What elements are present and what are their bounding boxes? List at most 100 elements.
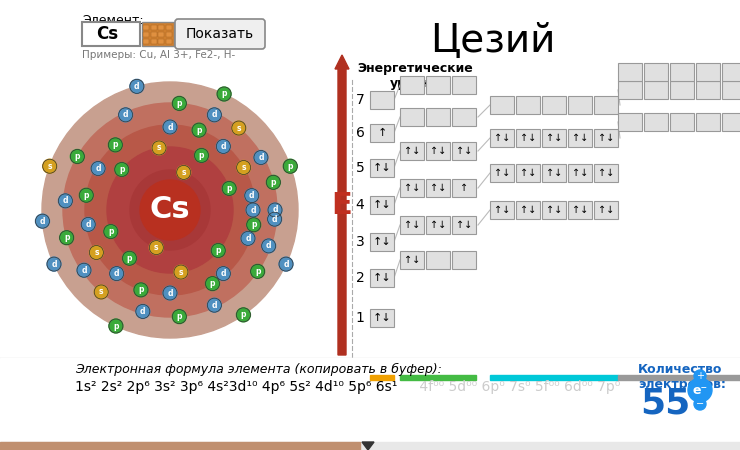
- Circle shape: [216, 140, 230, 153]
- Text: d: d: [266, 241, 272, 250]
- Text: ↑↓: ↑↓: [404, 183, 420, 193]
- Bar: [516, 201, 540, 219]
- Bar: [143, 32, 149, 37]
- Text: Электронная формула элемента (копировать в буфер):: Электронная формула элемента (копировать…: [75, 363, 442, 376]
- Circle shape: [222, 181, 236, 195]
- Text: ↑↓: ↑↓: [373, 237, 391, 247]
- Circle shape: [262, 239, 276, 253]
- Bar: [150, 24, 156, 30]
- Text: d: d: [114, 269, 119, 278]
- Text: s: s: [157, 144, 161, 153]
- Bar: [0, 442, 740, 450]
- Bar: [400, 251, 424, 269]
- Text: p: p: [251, 220, 257, 229]
- Text: s: s: [94, 248, 98, 257]
- Text: Показать: Показать: [186, 27, 254, 41]
- Bar: [158, 32, 164, 37]
- Circle shape: [152, 141, 166, 155]
- Bar: [490, 129, 514, 147]
- Circle shape: [123, 251, 136, 265]
- Bar: [452, 108, 476, 126]
- Circle shape: [245, 189, 259, 202]
- Text: d: d: [249, 191, 255, 200]
- Text: d: d: [212, 110, 217, 119]
- Bar: [490, 96, 514, 114]
- Text: p: p: [209, 279, 215, 288]
- Bar: [370, 233, 394, 251]
- Bar: [0, 358, 740, 450]
- Bar: [452, 142, 476, 160]
- Circle shape: [36, 214, 50, 228]
- Circle shape: [130, 79, 144, 93]
- Text: ↑↓: ↑↓: [546, 133, 562, 143]
- Text: s: s: [181, 168, 186, 177]
- Text: d: d: [258, 153, 263, 162]
- Bar: [142, 22, 174, 46]
- Bar: [370, 91, 394, 109]
- Bar: [370, 375, 394, 380]
- Text: d: d: [134, 82, 140, 91]
- Text: p: p: [434, 386, 442, 399]
- Circle shape: [42, 82, 298, 338]
- Text: ↑↓: ↑↓: [404, 255, 420, 265]
- Text: p: p: [113, 321, 118, 330]
- Text: p: p: [119, 165, 124, 174]
- Text: d: d: [51, 260, 57, 269]
- Circle shape: [236, 308, 250, 322]
- Circle shape: [110, 266, 124, 281]
- Text: p: p: [112, 140, 118, 149]
- Bar: [696, 113, 720, 131]
- Text: p: p: [199, 151, 204, 160]
- Bar: [166, 24, 172, 30]
- Text: d: d: [245, 234, 251, 243]
- Bar: [542, 96, 566, 114]
- Text: Орбиталы: Орбиталы: [514, 396, 595, 410]
- FancyBboxPatch shape: [175, 19, 265, 49]
- Text: ↑↓: ↑↓: [598, 133, 614, 143]
- Text: p: p: [271, 178, 276, 187]
- Text: Примеры: Cu, Al 3+, Fe2-, H-: Примеры: Cu, Al 3+, Fe2-, H-: [82, 50, 235, 60]
- Text: 2: 2: [356, 271, 364, 285]
- Circle shape: [60, 231, 74, 245]
- Bar: [400, 76, 424, 94]
- Circle shape: [694, 398, 706, 410]
- Text: p: p: [108, 227, 113, 236]
- Bar: [568, 201, 592, 219]
- Text: p: p: [196, 126, 202, 135]
- Text: ↑↓: ↑↓: [546, 205, 562, 215]
- Circle shape: [107, 147, 233, 273]
- Bar: [516, 96, 540, 114]
- Text: 7: 7: [356, 93, 364, 107]
- Text: ↑↓: ↑↓: [430, 146, 446, 156]
- Text: 4: 4: [356, 198, 364, 212]
- Circle shape: [81, 217, 95, 231]
- Text: p: p: [138, 285, 144, 294]
- Text: p: p: [240, 310, 246, 320]
- Text: ↑↓: ↑↓: [494, 205, 510, 215]
- Bar: [400, 108, 424, 126]
- Circle shape: [694, 370, 706, 382]
- Bar: [696, 63, 720, 81]
- Bar: [82, 22, 140, 46]
- Bar: [166, 32, 172, 37]
- Circle shape: [79, 188, 93, 202]
- Bar: [452, 251, 476, 269]
- Circle shape: [211, 243, 225, 257]
- Text: ↑↓: ↑↓: [520, 133, 536, 143]
- Text: p: p: [288, 162, 293, 171]
- Text: d: d: [86, 220, 91, 229]
- FancyArrow shape: [335, 55, 349, 355]
- Text: d: d: [123, 110, 128, 119]
- Bar: [670, 81, 694, 99]
- Bar: [490, 201, 514, 219]
- Text: d: d: [167, 122, 172, 131]
- Text: ↑↓: ↑↓: [373, 163, 391, 173]
- Bar: [166, 39, 172, 44]
- Text: +: +: [696, 371, 704, 381]
- Circle shape: [115, 162, 129, 176]
- Text: d: d: [167, 288, 172, 297]
- Bar: [452, 179, 476, 197]
- Bar: [158, 39, 164, 44]
- Text: Энергетические
уровни: Энергетические уровни: [357, 62, 473, 90]
- Bar: [568, 96, 592, 114]
